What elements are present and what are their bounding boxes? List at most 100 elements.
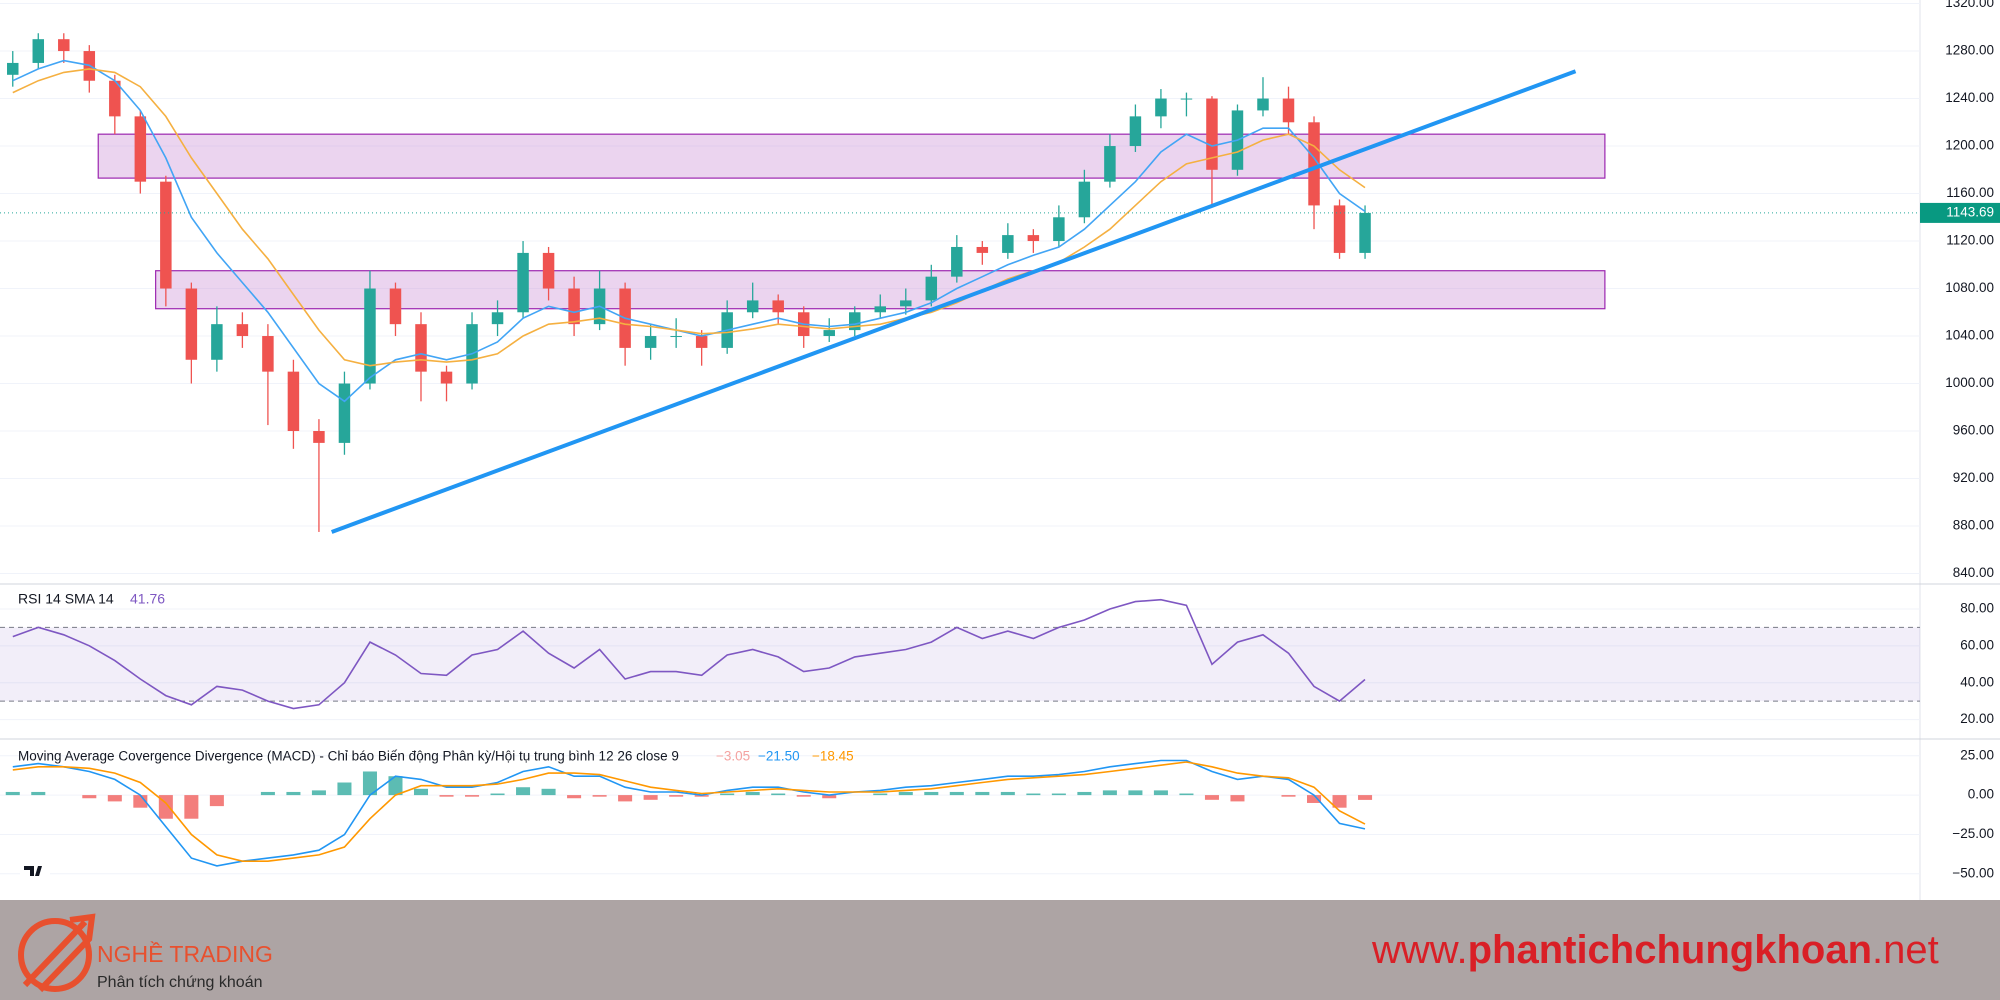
candle-body: [313, 431, 325, 443]
series-line: [12, 68, 1366, 367]
y-tick-label: 1040.00: [1945, 328, 1994, 343]
y-tick-label: 20.00: [1960, 711, 1994, 726]
candle-body: [262, 336, 274, 372]
candle-body: [58, 39, 70, 52]
series-line: [12, 598, 1366, 710]
candle-body: [7, 62, 19, 75]
candle-body: [1257, 98, 1269, 111]
macd-value: −21.50: [758, 749, 800, 764]
histogram-bar: [643, 795, 658, 800]
candle-body: [109, 80, 121, 117]
brand-icon: [18, 913, 96, 993]
candle-body: [1359, 212, 1371, 253]
histogram-bar: [82, 795, 97, 799]
histogram-bar: [388, 776, 403, 796]
histogram-bar: [720, 793, 735, 796]
histogram-bar: [1153, 790, 1168, 796]
histogram-bar: [669, 795, 684, 797]
histogram-bar: [490, 793, 505, 796]
histogram-bar: [771, 793, 786, 796]
rsi-value: 41.76: [130, 591, 165, 607]
histogram-bar: [1026, 793, 1041, 796]
candle-body: [517, 252, 529, 313]
series-line: [12, 759, 1366, 867]
y-tick-label: 1000.00: [1945, 375, 1994, 390]
candle-body: [1027, 235, 1040, 242]
y-tick-label: 1320.00: [1945, 0, 1994, 10]
histogram-bar: [949, 791, 964, 796]
histogram-bar: [5, 791, 20, 796]
candle-body: [900, 300, 912, 307]
histogram-bar: [1230, 795, 1245, 802]
logo-mark: [24, 866, 42, 876]
histogram-bar: [1358, 795, 1373, 800]
macd-signal-value: −18.45: [812, 749, 854, 764]
y-tick-label: 0.00: [1968, 787, 1994, 802]
series-line: [12, 761, 1366, 862]
y-tick-label: 80.00: [1960, 601, 1994, 616]
histogram-bar: [873, 793, 888, 796]
background: [0, 0, 2000, 900]
trendline: [330, 69, 1577, 534]
histogram-bar: [311, 790, 326, 796]
candle-body: [695, 336, 708, 348]
brand-name: NGHỀ TRADING: [97, 940, 273, 967]
candle-body: [491, 312, 504, 325]
candle-body: [211, 324, 223, 360]
site-name: phantichchungkhoan: [1468, 928, 1872, 972]
candle-body: [746, 300, 759, 313]
site-suffix: .net: [1872, 928, 1939, 972]
y-tick-label: 1160.00: [1946, 185, 1994, 200]
y-tick-label: 60.00: [1960, 637, 1994, 652]
y-tick-label: 25.00: [1960, 747, 1994, 762]
histogram-bar: [439, 795, 454, 797]
candle-body: [1104, 146, 1116, 182]
histogram-bar: [822, 795, 837, 799]
candle-body: [1308, 122, 1320, 206]
candle-body: [1129, 116, 1142, 147]
candle-body: [236, 324, 249, 337]
candle-body: [1078, 181, 1091, 218]
histogram-bar: [541, 788, 556, 796]
y-tick-label: 960.00: [1953, 423, 1994, 438]
candle-body: [1002, 235, 1014, 253]
histogram-bar: [898, 791, 913, 796]
histogram-bar: [31, 791, 46, 796]
y-tick-label: 1280.00: [1945, 43, 1994, 58]
brand-tagline: Phân tích chứng khoán: [97, 974, 263, 991]
histogram-bar: [924, 791, 939, 796]
candle-body: [1206, 98, 1218, 170]
candle-body: [1155, 98, 1167, 117]
histogram-bar: [975, 791, 990, 796]
histogram-bar: [362, 771, 377, 796]
candle-body: [542, 252, 555, 289]
histogram-bar: [107, 795, 122, 802]
histogram-bar: [745, 791, 760, 796]
y-tick-label: 1120.00: [1946, 233, 1994, 248]
candle-body: [874, 306, 887, 313]
footer-bar: [0, 900, 2000, 1000]
icon-arrow: [22, 913, 96, 993]
y-tick-label: 40.00: [1960, 674, 1994, 689]
histogram-bar: [1204, 795, 1219, 800]
candle-body: [1333, 205, 1346, 253]
last-price-box: [1920, 202, 2000, 223]
histogram-bar: [1307, 795, 1322, 803]
series-line: [12, 59, 1366, 403]
y-tick-label: 840.00: [1953, 565, 1994, 580]
histogram-bar: [618, 795, 633, 802]
candle-body: [338, 383, 351, 443]
macd-hist-value: −3.05: [716, 749, 750, 764]
candle-body: [1180, 98, 1193, 100]
candle-body: [568, 288, 580, 325]
candle-body: [925, 276, 938, 301]
site-url: www.phantichchungkhoan.net: [1371, 928, 1939, 972]
y-tick-label: 880.00: [1953, 518, 1994, 533]
candle-body: [134, 116, 147, 182]
candle-body: [440, 371, 453, 384]
candle-body: [823, 330, 835, 337]
plot-layer: 840.00 880.00 920.00 960.00 1000.00 1040.00 10…: [0, 0, 2000, 880]
histogram-bar: [516, 787, 531, 796]
candle-body: [670, 336, 682, 338]
last-price-label: 1143.69: [1946, 204, 1994, 219]
